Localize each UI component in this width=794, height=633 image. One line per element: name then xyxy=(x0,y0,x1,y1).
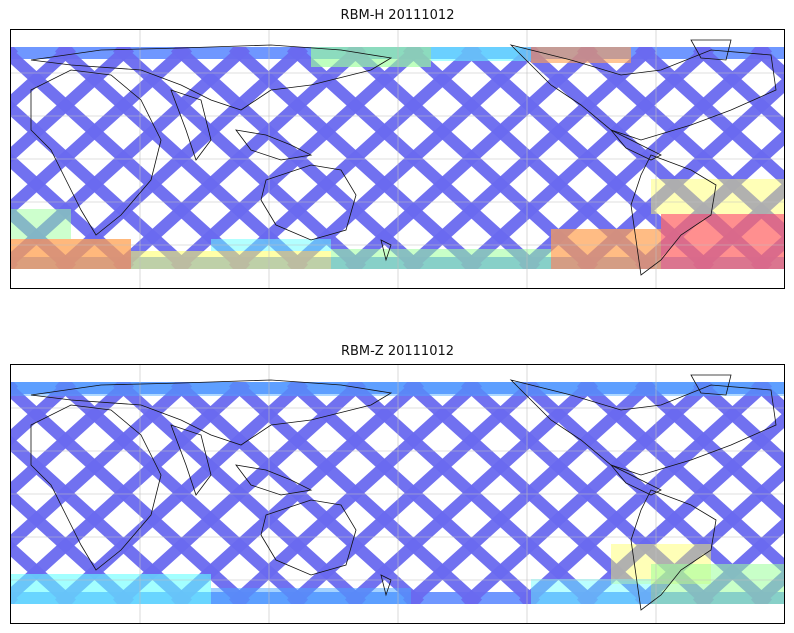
panel-title: RBM-H 20111012 xyxy=(340,8,455,23)
map-canvas-rbm-z xyxy=(11,365,784,623)
map-rbm-h xyxy=(10,29,785,289)
coastlines xyxy=(30,39,777,276)
graticule xyxy=(11,30,784,288)
map-rbm-z xyxy=(10,364,785,624)
graticule xyxy=(11,365,784,623)
panel-title: RBM-Z 20111012 xyxy=(340,344,455,359)
satellite-tracks xyxy=(11,47,784,269)
map-canvas-rbm-h xyxy=(11,30,784,288)
coastlines xyxy=(30,374,777,611)
satellite-tracks xyxy=(11,382,784,604)
